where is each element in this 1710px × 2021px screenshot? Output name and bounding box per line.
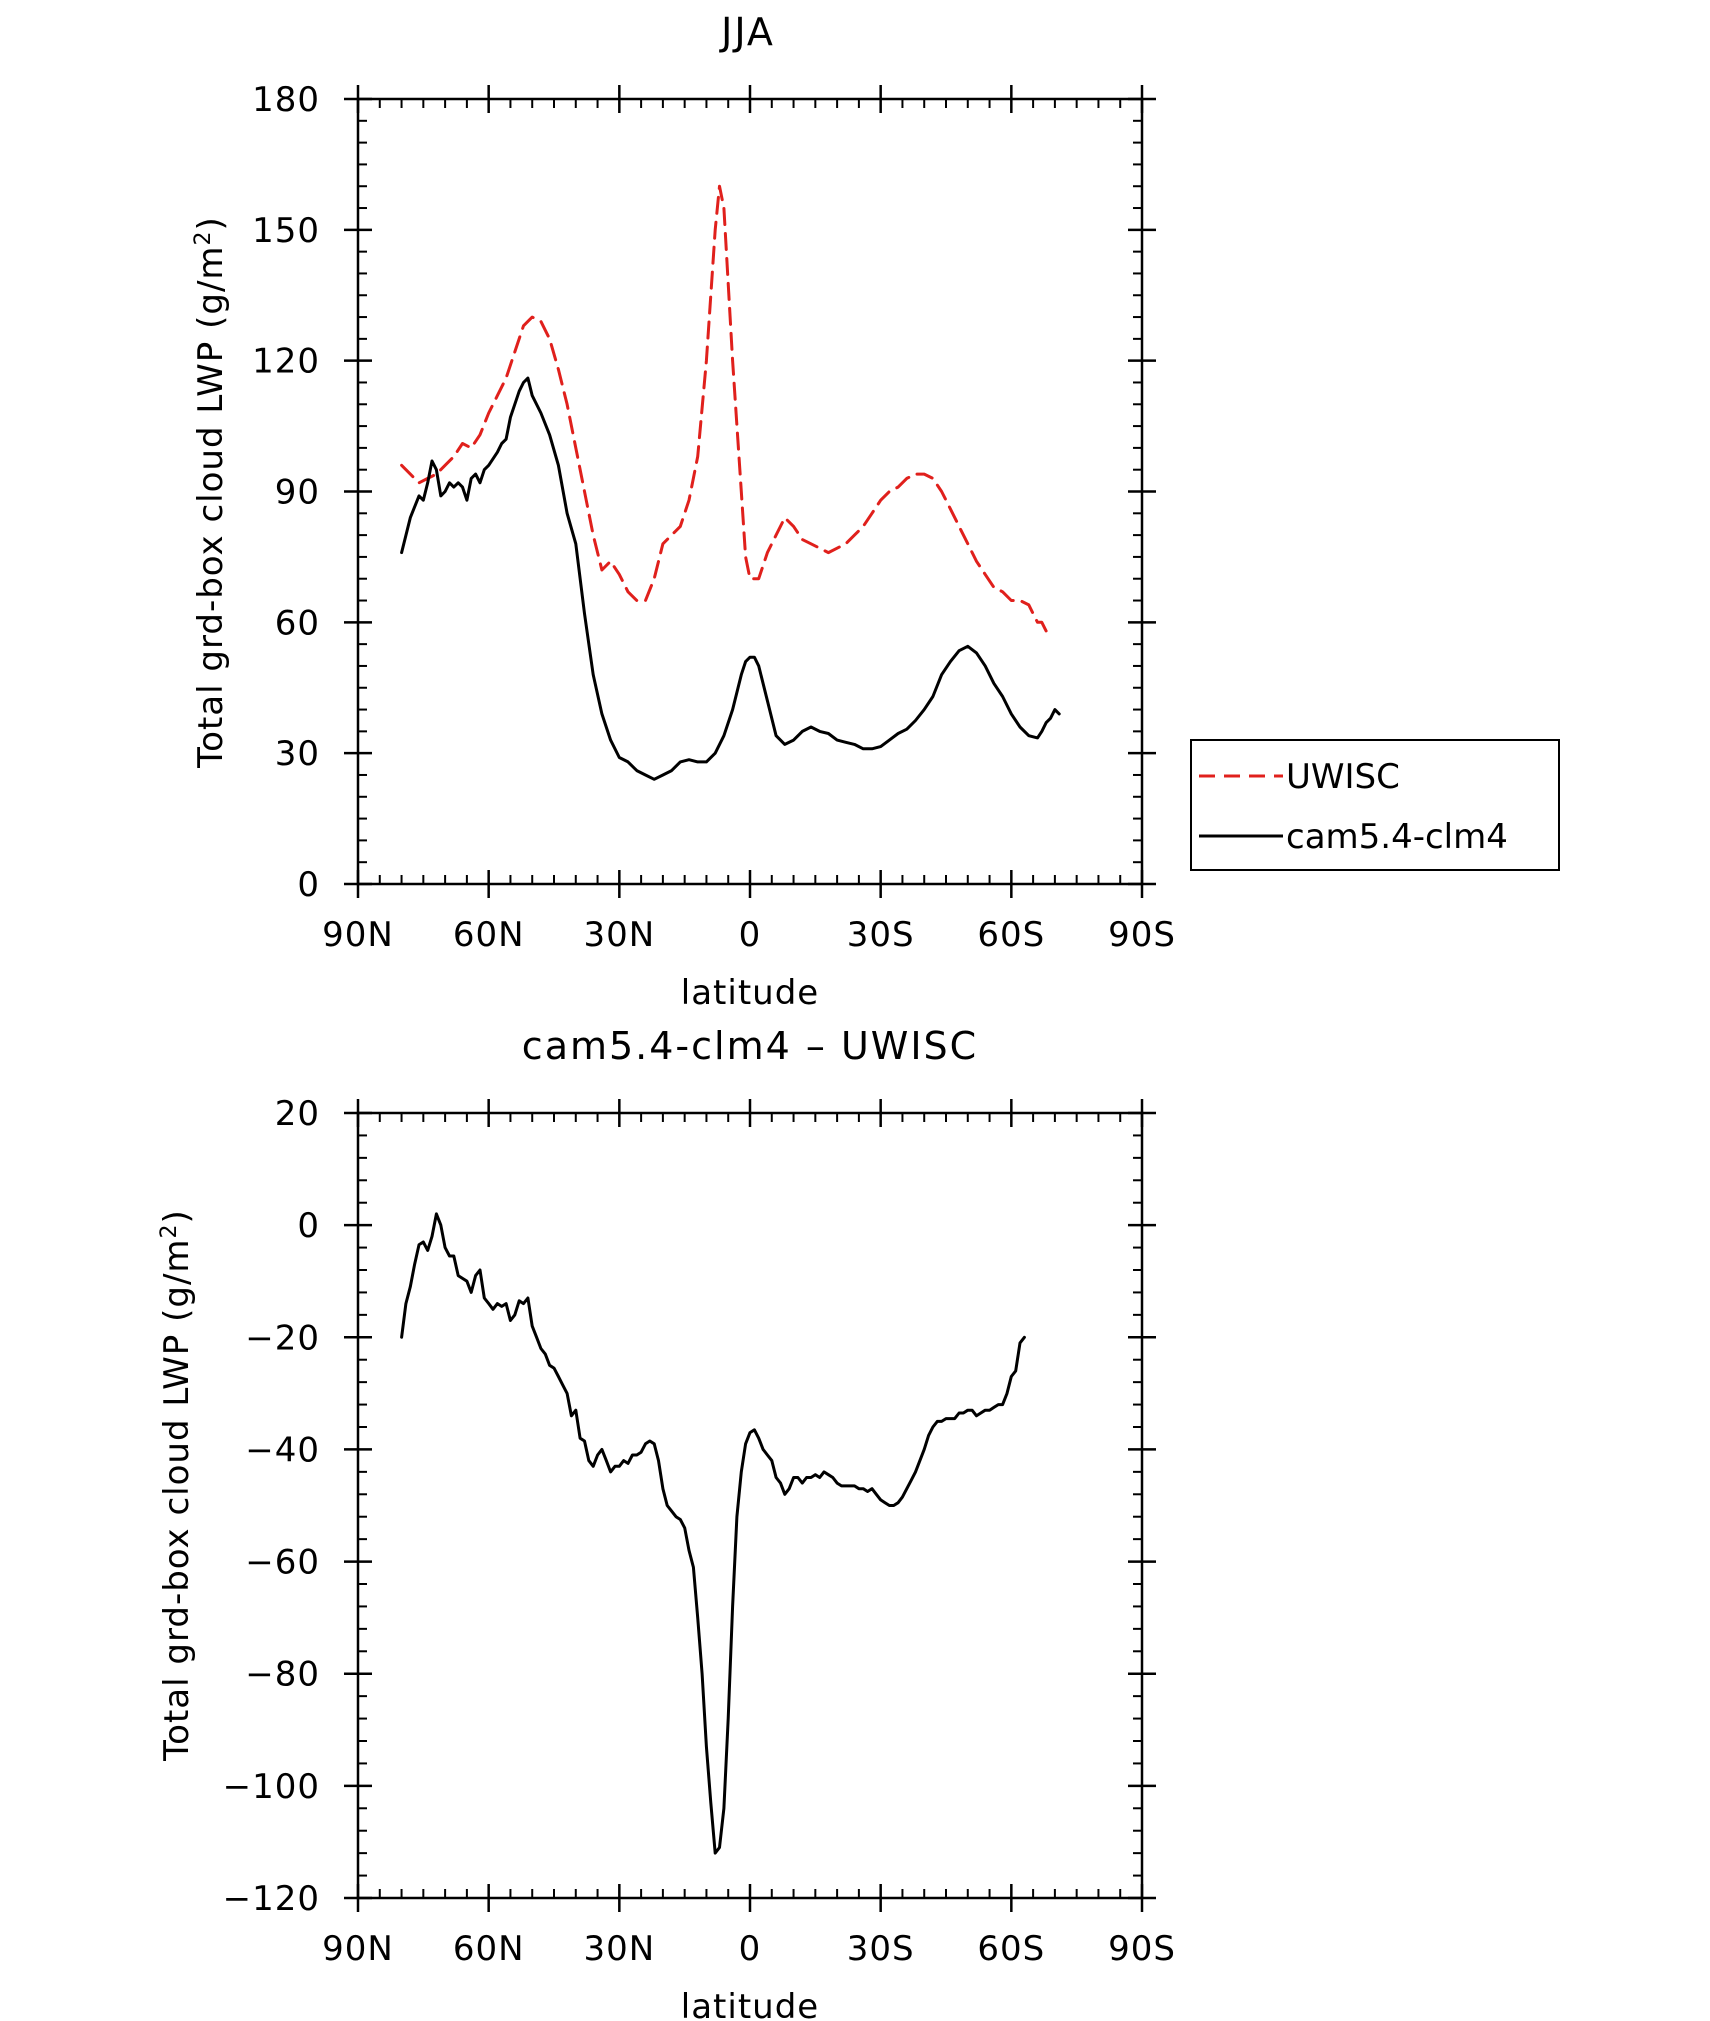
y-axis-label: Total grd-box cloud LWP (g/m2) bbox=[157, 1209, 197, 1762]
x-tick-labels: 90N 60N 30N 0 30S 60S 90S bbox=[322, 915, 1176, 955]
chart-title: JJA bbox=[719, 10, 775, 54]
x-tick-label: 30S bbox=[847, 1929, 915, 1969]
y-tick-labels: −120 −100 −80 −60 −40 −20 0 20 bbox=[223, 1094, 320, 1919]
plot-frame bbox=[356, 1111, 1144, 1900]
top-panel-jja: JJA 0 30 60 90 120 150 180 90N 60N 30N 0 30S 60S 90S… bbox=[191, 10, 1560, 1013]
axis-ticks bbox=[344, 1099, 1156, 1912]
y-tick-label: 20 bbox=[275, 1094, 320, 1134]
y-tick-label: 0 bbox=[297, 865, 320, 905]
legend-box bbox=[1190, 739, 1560, 871]
legend: UWISC cam5.4-clm4 bbox=[1190, 739, 1560, 871]
data-series bbox=[400, 184, 1061, 781]
y-tick-label: −20 bbox=[245, 1318, 320, 1358]
x-tick-label: 60S bbox=[977, 915, 1045, 955]
series-line-uwisc bbox=[400, 184, 1048, 633]
x-tick-label: 60N bbox=[453, 1929, 525, 1969]
y-tick-label: 30 bbox=[275, 734, 320, 774]
x-tick-label: 0 bbox=[739, 915, 762, 955]
legend-label-uwisc: UWISC bbox=[1286, 757, 1400, 797]
x-tick-label: 90N bbox=[322, 915, 394, 955]
y-tick-label: 60 bbox=[275, 603, 320, 643]
plot-frame bbox=[356, 97, 1144, 886]
bottom-panel-difference: cam5.4-clm4 – UWISC −120 −100 −80 −60 −40 −20… bbox=[157, 1024, 1176, 2021]
x-tick-label: 90S bbox=[1108, 915, 1176, 955]
data-series bbox=[400, 1212, 1026, 1855]
x-tick-label: 30N bbox=[583, 1929, 655, 1969]
y-tick-label: 90 bbox=[275, 473, 320, 513]
y-tick-labels: 0 30 60 90 120 150 180 bbox=[252, 80, 320, 905]
y-tick-label: 150 bbox=[252, 211, 320, 251]
x-tick-label: 60S bbox=[977, 1929, 1045, 1969]
x-tick-label: 60N bbox=[453, 915, 525, 955]
y-tick-label: 0 bbox=[297, 1206, 320, 1246]
y-tick-label: −80 bbox=[245, 1655, 320, 1695]
y-tick-label: −120 bbox=[223, 1879, 320, 1919]
x-tick-label: 30N bbox=[583, 915, 655, 955]
y-tick-label: −60 bbox=[245, 1543, 320, 1583]
y-tick-label: −100 bbox=[223, 1767, 320, 1807]
x-tick-label: 0 bbox=[739, 1929, 762, 1969]
x-axis-label: latitude bbox=[681, 1987, 819, 2021]
axis-ticks bbox=[344, 85, 1156, 898]
x-tick-label: 90N bbox=[322, 1929, 394, 1969]
series-line-cam5-4-clm4-uwisc bbox=[400, 1212, 1026, 1855]
series-line-cam5-4-clm4 bbox=[400, 376, 1061, 781]
y-tick-label: 180 bbox=[252, 80, 320, 120]
y-tick-label: 120 bbox=[252, 342, 320, 382]
legend-label-cam: cam5.4-clm4 bbox=[1286, 817, 1508, 857]
y-tick-label: −40 bbox=[245, 1430, 320, 1470]
x-tick-labels: 90N 60N 30N 0 30S 60S 90S bbox=[322, 1929, 1176, 1969]
x-tick-label: 90S bbox=[1108, 1929, 1176, 1969]
chart-title: cam5.4-clm4 – UWISC bbox=[522, 1024, 978, 1068]
x-tick-label: 30S bbox=[847, 915, 915, 955]
x-axis-label: latitude bbox=[681, 973, 819, 1013]
y-axis-label: Total grd-box cloud LWP (g/m2) bbox=[191, 216, 231, 769]
